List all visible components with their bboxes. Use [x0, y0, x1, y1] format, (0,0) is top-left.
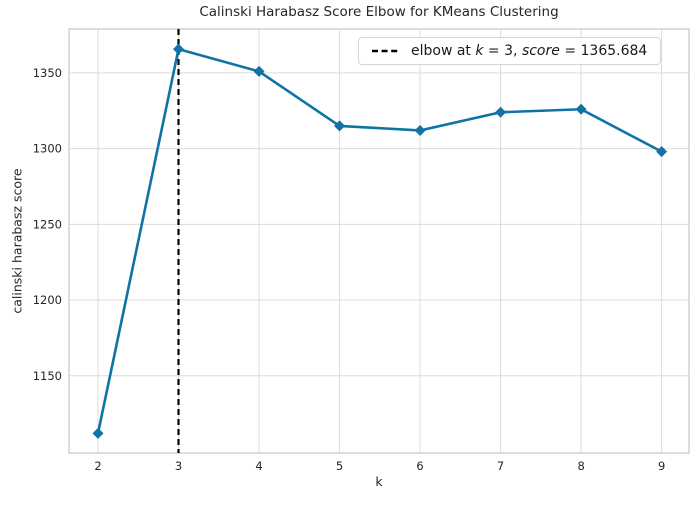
data-point-marker — [575, 103, 587, 115]
y-tick-label: 1200 — [33, 293, 62, 307]
legend-text-part: elbow at — [411, 43, 476, 59]
x-tick-label: 4 — [255, 459, 262, 473]
plot-spines — [68, 28, 690, 454]
legend: elbow at k = 3, score = 1365.684 — [358, 37, 662, 65]
legend-k-var: k — [475, 43, 484, 59]
legend-text-part: = 3, — [483, 43, 522, 59]
gridlines — [69, 29, 689, 453]
score-line — [96, 47, 663, 434]
x-tick-label: 5 — [336, 459, 343, 473]
x-tick-label: 8 — [577, 459, 584, 473]
chart-title: Calinski Harabasz Score Elbow for KMeans… — [199, 4, 559, 20]
x-tick-label: 9 — [658, 459, 665, 473]
y-tick-labels: 1150 1200 1250 1300 1350 — [33, 66, 62, 383]
data-point-marker — [253, 65, 265, 77]
data-point-marker — [414, 124, 426, 136]
data-point-marker — [495, 106, 507, 118]
y-tick-label: 1250 — [33, 217, 62, 231]
legend-score-var: score — [521, 43, 560, 59]
legend-label: elbow at k = 3, score = 1365.684 — [411, 43, 647, 59]
score-markers — [92, 43, 668, 439]
y-tick-label: 1300 — [33, 142, 62, 156]
x-tick-label: 2 — [94, 459, 101, 473]
y-tick-label: 1350 — [33, 66, 62, 80]
y-tick-label: 1150 — [33, 369, 62, 383]
data-point-marker — [173, 43, 185, 55]
legend-text-part: = 1365.684 — [559, 43, 648, 59]
x-tick-labels: 2 3 4 5 6 7 8 9 — [94, 459, 665, 473]
data-point-marker — [656, 146, 668, 158]
x-tick-label: 7 — [497, 459, 504, 473]
x-tick-label: 3 — [175, 459, 182, 473]
data-point-marker — [334, 120, 346, 132]
x-axis-label: k — [375, 474, 383, 489]
legend-dash-icon — [372, 49, 400, 53]
x-tick-label: 6 — [416, 459, 423, 473]
data-point-marker — [92, 427, 104, 439]
y-axis-label: calinski harabasz score — [9, 168, 25, 314]
